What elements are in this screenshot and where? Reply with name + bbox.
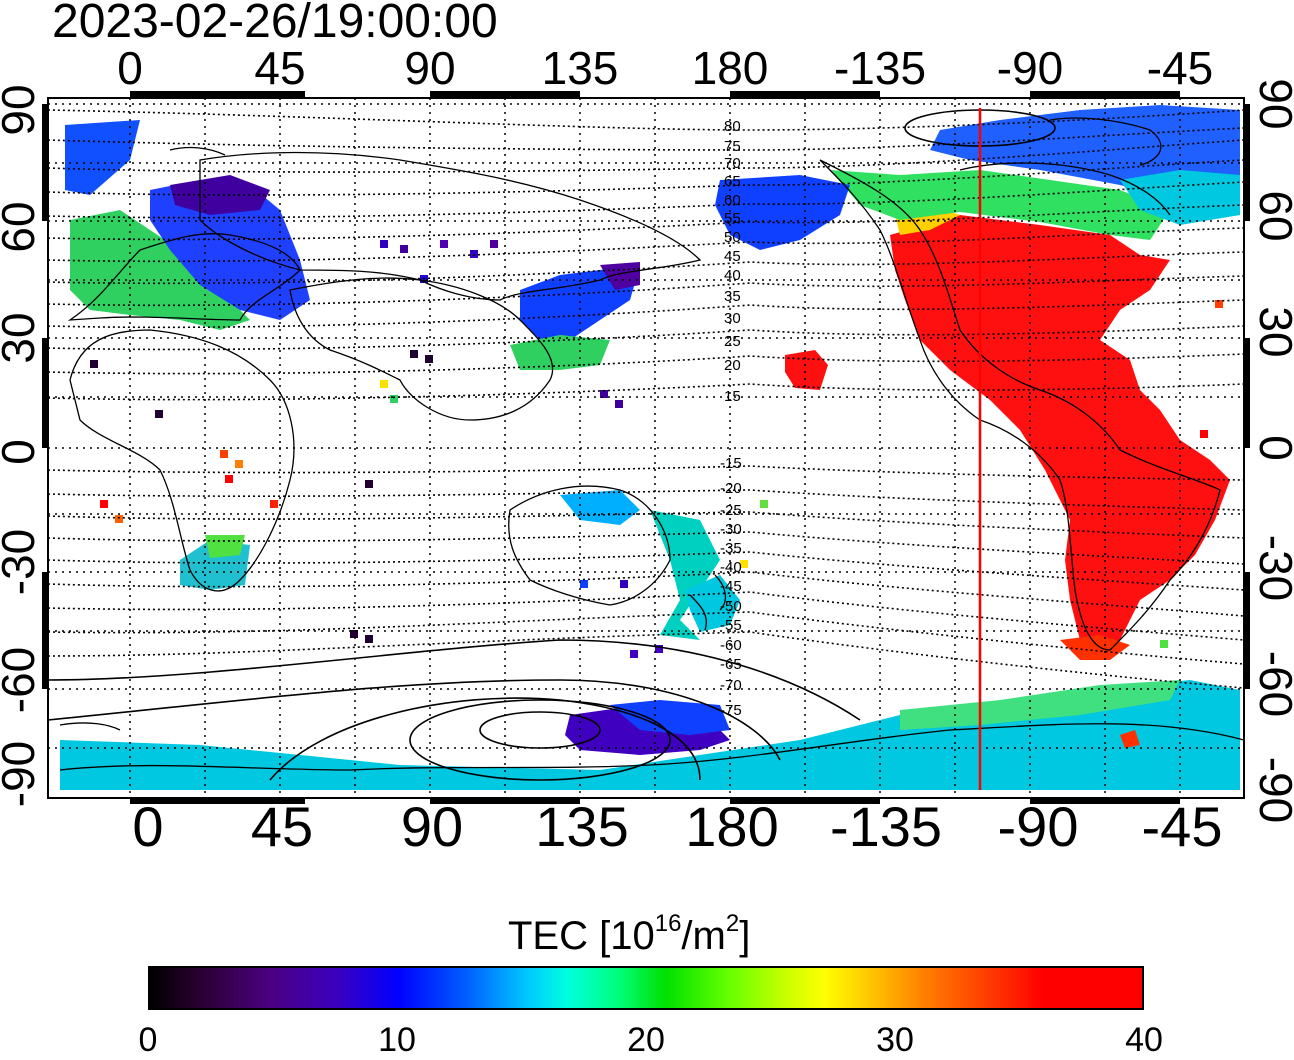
contour-label: 55: [724, 210, 741, 227]
right-lat-label: -90: [1250, 757, 1294, 823]
contour-label: -60: [720, 637, 742, 654]
left-lat-label: -60: [0, 647, 44, 713]
bottom-lon-label: -45: [1142, 795, 1223, 858]
contour-label: 15: [724, 388, 741, 405]
right-lat-label: 0: [1250, 435, 1294, 461]
contour-label: -25: [720, 502, 742, 519]
contour-label: 80: [724, 118, 741, 135]
top-lon-label: 45: [254, 42, 305, 94]
tec-region-arctic-america: [830, 170, 1170, 240]
tec-colorbar: [148, 966, 1144, 1010]
contour-label: -70: [720, 677, 742, 694]
top-lon-label: -45: [1147, 42, 1213, 94]
contour-label: -75: [720, 702, 742, 719]
tec-region-americas: [890, 215, 1230, 660]
right-lat-label: -60: [1250, 651, 1294, 717]
top-lon-label: -90: [997, 42, 1063, 94]
contour-label: -65: [720, 656, 742, 673]
left-lat-label: 60: [0, 201, 44, 252]
tec-region-antarctic: [60, 680, 1240, 790]
contour-label: 75: [724, 138, 741, 155]
colorbar-tick-label: 0: [138, 1021, 158, 1059]
contour-label: -40: [720, 559, 742, 576]
top-lon-label: 0: [117, 42, 143, 94]
bottom-lon-label: 180: [685, 795, 778, 858]
bottom-lon-label: 0: [132, 795, 163, 858]
left-lat-label: 30: [0, 312, 44, 363]
top-lon-label: 90: [404, 42, 455, 94]
contour-labels-north: 80 75 70 65 60 55 50 45 40 35 30 25 20 1…: [724, 118, 741, 405]
map-timestamp: 2023-02-26/19:00:00: [52, 0, 498, 48]
colorbar-title-end: ]: [739, 914, 751, 958]
top-lon-label: 135: [542, 42, 619, 94]
colorbar-tick-label: 20: [627, 1021, 665, 1059]
contour-label: 65: [724, 173, 741, 190]
colorbar-title-exp1: 16: [654, 910, 682, 937]
left-lat-label: -30: [0, 529, 44, 595]
frame-ticks: [42, 91, 1250, 804]
left-lat-label: -90: [0, 741, 44, 807]
bottom-lon-label: 135: [535, 795, 628, 858]
contour-label: -50: [720, 598, 742, 615]
tec-scatter-pixels: [90, 240, 1223, 658]
right-lat-label: 60: [1250, 190, 1294, 241]
bottom-lon-label: -135: [830, 795, 942, 858]
contour-label: 60: [724, 192, 741, 209]
left-lat-label: 90: [0, 84, 44, 135]
contour-label: 30: [724, 310, 741, 327]
top-longitude-labels: 0 45 90 135 180 -135 -90 -45: [117, 42, 1213, 94]
contour-label: 20: [724, 357, 741, 374]
colorbar-tick-label: 10: [378, 1021, 416, 1059]
bottom-lon-label: 45: [251, 795, 313, 858]
bottom-lon-label: -90: [998, 795, 1079, 858]
contour-label: -35: [720, 540, 742, 557]
tec-region-europe: [70, 210, 250, 330]
right-latitude-labels: 90 60 30 0 -30 -60 -90: [1250, 78, 1294, 823]
contour-label: -30: [720, 521, 742, 538]
bottom-longitude-labels: 0 45 90 135 180 -135 -90 -45: [132, 795, 1222, 858]
map-grid: [48, 98, 1244, 798]
top-lon-label: -135: [834, 42, 926, 94]
contour-label: 40: [724, 267, 741, 284]
colorbar-title-mid: /m: [681, 914, 726, 958]
left-latitude-labels: 90 60 30 0 -30 -60 -90: [0, 84, 44, 807]
magnetic-latitude-contours: [48, 109, 1244, 689]
colorbar-tick-label: 30: [876, 1021, 914, 1059]
colorbar-title-main: TEC [10: [508, 914, 655, 958]
top-lon-label: 180: [692, 42, 769, 94]
contour-label: -20: [720, 480, 742, 497]
contour-label: 25: [724, 333, 741, 350]
left-lat-label: 0: [0, 439, 44, 465]
contour-label: 45: [724, 248, 741, 265]
contour-label: -45: [720, 578, 742, 595]
colorbar-tick-label: 40: [1125, 1021, 1163, 1059]
polar-contours: [48, 109, 1056, 781]
bottom-lon-label: 90: [401, 795, 463, 858]
contour-labels-south: -15 -20 -25 -30 -35 -40 -45 -50 -55 -60 …: [720, 455, 742, 719]
colorbar-title-exp2: 2: [725, 910, 740, 937]
contour-label: -15: [720, 455, 742, 472]
contour-label: 35: [724, 288, 741, 305]
colorbar-title: TEC [1016/m2]: [508, 900, 750, 960]
contour-label: 50: [724, 229, 741, 246]
right-lat-label: 90: [1250, 78, 1294, 129]
right-lat-label: 30: [1250, 306, 1294, 357]
right-lat-label: -30: [1250, 535, 1294, 601]
contour-label: -55: [720, 617, 742, 634]
coastlines: [59, 117, 1244, 771]
contour-label: 70: [724, 155, 741, 172]
